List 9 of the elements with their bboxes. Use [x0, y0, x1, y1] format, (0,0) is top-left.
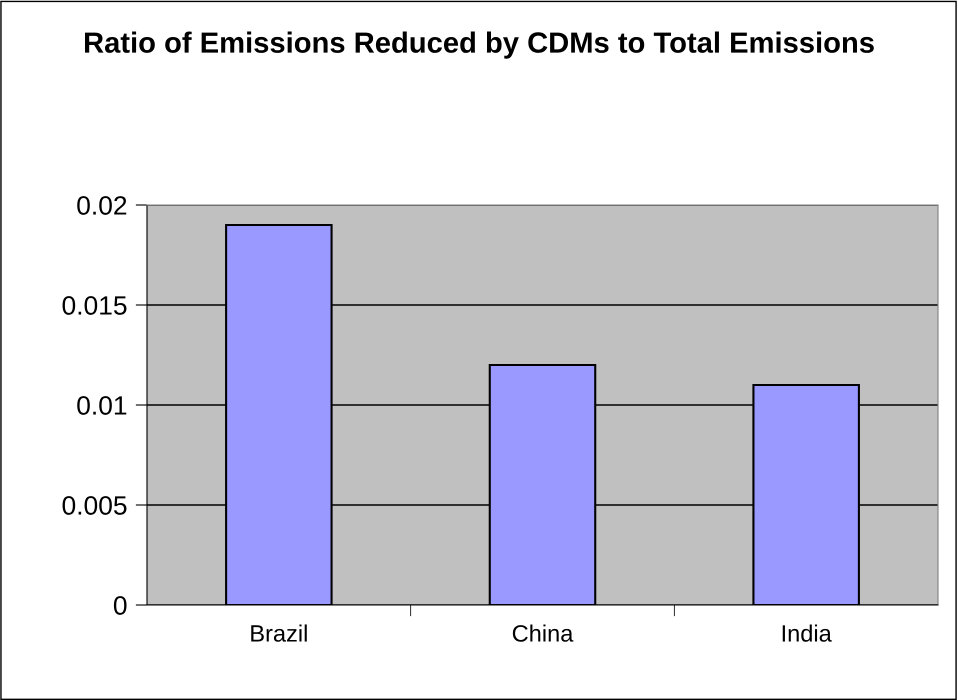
x-tick-label: Brazil — [251, 624, 307, 642]
chart-title: Ratio of Emissions Reduced by CDMs to Total Emissions — [84, 32, 874, 59]
y-tick-label: 0.01 — [77, 396, 126, 415]
y-tick-label: 0.02 — [77, 196, 126, 215]
x-tick-label: China — [512, 624, 574, 642]
y-tick-label: 0.015 — [62, 296, 126, 315]
x-tick-label: India — [782, 624, 832, 642]
y-tick-label: 0.005 — [62, 496, 126, 515]
y-tick-label: 0 — [114, 596, 127, 615]
